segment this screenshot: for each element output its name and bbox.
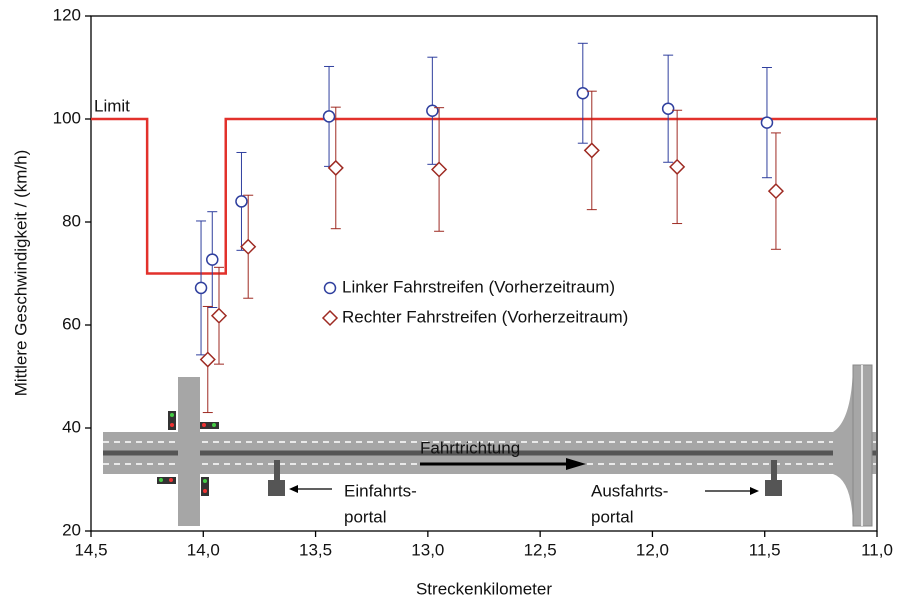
y-tick-label: 20	[62, 520, 81, 539]
limit-line	[91, 119, 877, 274]
portal	[765, 480, 782, 496]
y-tick-label: 120	[53, 5, 81, 24]
legend-label: Linker Fahrstreifen (Vorherzeitraum)	[342, 277, 615, 296]
x-tick-label: 13,5	[299, 540, 332, 559]
x-tick-label: 12,0	[636, 540, 669, 559]
y-tick-label: 80	[62, 211, 81, 230]
x-axis-title: Streckenkilometer	[416, 579, 552, 598]
point	[207, 254, 218, 265]
light	[159, 478, 163, 482]
light	[169, 478, 173, 482]
point	[761, 117, 772, 128]
point	[212, 309, 226, 323]
chart: Fahrtrichtung Einfahrts- portal Ausfahrt…	[0, 0, 898, 603]
light	[170, 413, 174, 417]
y-tick-label: 60	[62, 314, 81, 333]
y-tick-label: 40	[62, 417, 81, 436]
legend-marker	[323, 311, 337, 325]
point	[329, 161, 343, 175]
point	[577, 88, 588, 99]
y-tick-label: 100	[53, 108, 81, 127]
point	[769, 184, 783, 198]
portal	[771, 460, 777, 482]
light	[170, 423, 174, 427]
pointer-arrow-head	[289, 485, 298, 493]
x-tick-label: 14,0	[187, 540, 220, 559]
light	[203, 479, 207, 483]
x-tick-label: 11,5	[749, 540, 781, 559]
point	[427, 105, 438, 116]
y-axis-title: Mittlere Geschwindigkeit / (km/h)	[11, 150, 30, 397]
legend-label: Rechter Fahrstreifen (Vorherzeitraum)	[342, 307, 628, 326]
page: Fahrtrichtung Einfahrts- portal Ausfahrt…	[0, 0, 898, 603]
portal-label: portal	[344, 507, 387, 526]
point	[663, 103, 674, 114]
portal-label: Einfahrts-	[344, 481, 417, 500]
point	[236, 196, 247, 207]
x-tick-label: 12,5	[524, 540, 557, 559]
crossing-road	[178, 377, 200, 526]
portal	[268, 480, 285, 496]
road-junction	[833, 365, 853, 526]
portal-label: Ausfahrts-	[591, 481, 668, 500]
point	[585, 143, 599, 157]
portal	[274, 460, 280, 482]
x-tick-label: 14,5	[74, 540, 107, 559]
x-tick-label: 13,0	[411, 540, 444, 559]
portal-label: portal	[591, 507, 634, 526]
pointer-arrow-head	[750, 487, 759, 495]
x-tick-label: 11,0	[861, 540, 893, 559]
point	[241, 240, 255, 254]
light	[203, 489, 207, 493]
road-illustration: Fahrtrichtung Einfahrts- portal Ausfahrt…	[103, 365, 876, 526]
light	[202, 423, 206, 427]
direction-label: Fahrtrichtung	[420, 438, 520, 457]
limit-label: Limit	[94, 96, 130, 115]
light	[212, 423, 216, 427]
point	[324, 111, 335, 122]
point	[196, 282, 207, 293]
legend-marker	[325, 283, 336, 294]
